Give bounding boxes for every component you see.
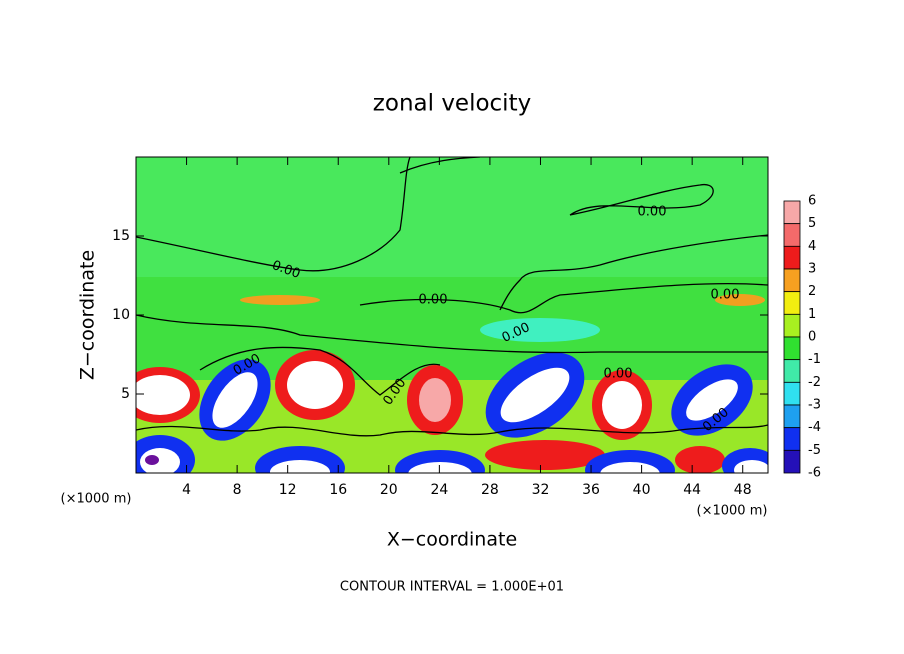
- x-tick-label: 44: [683, 482, 701, 498]
- x-axis-title: X−coordinate: [387, 529, 517, 551]
- colorbar-box: [783, 427, 801, 451]
- y-units: (×1000 m): [61, 492, 132, 507]
- contour-label: 0.00: [711, 288, 740, 303]
- x-tick-label: 24: [430, 482, 448, 498]
- colorbar-label: 2: [808, 284, 816, 299]
- colorbar-label: 0: [808, 330, 816, 345]
- x-tick-label: 20: [380, 482, 398, 498]
- colorbar-label: -1: [808, 352, 821, 367]
- y-tick-label: 5: [121, 386, 130, 402]
- colorbar-box: [783, 404, 801, 429]
- colorbar-label: -4: [808, 420, 821, 435]
- contour-label: 0.00: [604, 367, 633, 382]
- contour-label: 0.00: [419, 293, 448, 308]
- colorbar-label: 3: [808, 262, 816, 277]
- contour-label: 0.00: [638, 205, 667, 220]
- colorbar-box: [783, 359, 801, 383]
- colorbar-box: [783, 200, 801, 225]
- x-tick-label: 28: [481, 482, 499, 498]
- x-tick-label: 48: [734, 482, 752, 498]
- x-tick-label: 12: [279, 482, 297, 498]
- x-tick-label: 16: [329, 482, 347, 498]
- colorbar-box: [783, 449, 801, 474]
- colorbar-box: [783, 291, 801, 315]
- colorbar-label: 5: [808, 216, 816, 231]
- colorbar-box: [783, 313, 801, 338]
- y-tick-label: 10: [112, 307, 130, 323]
- x-tick-label: 32: [532, 482, 550, 498]
- colorbar-label: 6: [808, 194, 816, 209]
- x-tick-label: 36: [582, 482, 600, 498]
- colorbar-label: 4: [808, 239, 816, 254]
- x-units: (×1000 m): [697, 504, 768, 519]
- y-axis-title: Z−coordinate: [77, 250, 99, 380]
- colorbar-box: [783, 223, 801, 247]
- colorbar-box: [783, 268, 801, 293]
- colorbar-box: [783, 336, 801, 361]
- x-tick-label: 40: [633, 482, 651, 498]
- colorbar-box: [783, 381, 801, 406]
- footer-note: CONTOUR INTERVAL = 1.000E+01: [340, 580, 564, 595]
- colorbar-label: 1: [808, 307, 816, 322]
- colorbar-label: -2: [808, 375, 821, 390]
- contour-field: [136, 157, 768, 473]
- colorbar-label: -3: [808, 398, 821, 413]
- y-tick-label: 15: [112, 228, 130, 244]
- chart-title: zonal velocity: [373, 91, 531, 117]
- x-tick-label: 4: [182, 482, 191, 498]
- colorbar-label: -6: [808, 466, 821, 481]
- colorbar-label: -5: [808, 443, 821, 458]
- x-tick-label: 8: [233, 482, 242, 498]
- colorbar-box: [783, 245, 801, 270]
